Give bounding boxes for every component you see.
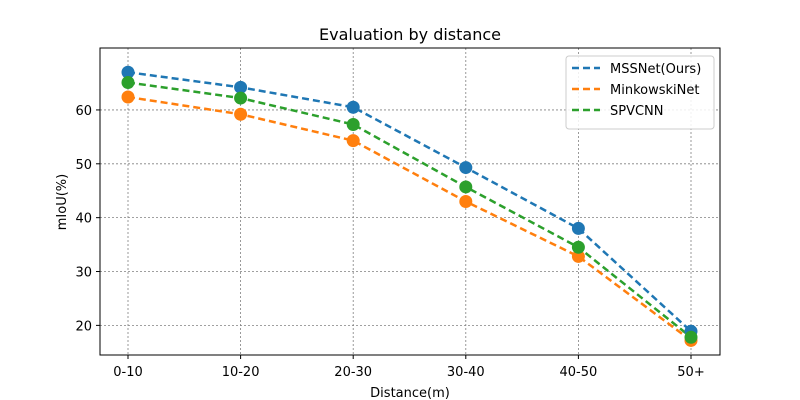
x-tick-label: 20-30	[334, 365, 372, 380]
data-point-MSSNet(Ours)	[459, 161, 473, 175]
series-line-SPVCNN	[127, 81, 692, 339]
chart-title: Evaluation by distance	[319, 25, 501, 44]
data-point-SPVCNN	[571, 240, 585, 254]
data-point-MSSNet(Ours)	[121, 65, 135, 79]
legend-label: MSSNet(Ours)	[610, 62, 701, 77]
legend: MSSNet(Ours) MinkowskiNet SPVCNN	[565, 55, 715, 130]
data-point-SPVCNN	[684, 330, 698, 344]
y-tick-label: 30	[75, 266, 92, 281]
data-point-SPVCNN	[234, 91, 248, 105]
y-tick-label: 40	[75, 212, 92, 227]
data-point-MSSNet(Ours)	[571, 221, 585, 235]
legend-box	[565, 55, 715, 130]
y-axis-ticks: 20 30 40 50 60	[75, 104, 100, 334]
data-point-MinkowskiNet	[121, 90, 135, 104]
series-line-MinkowskiNet	[127, 95, 692, 342]
data-point-SPVCNN	[346, 117, 360, 131]
x-tick-label: 30-40	[447, 365, 485, 380]
x-axis-ticks: 0-10 10-20 20-30 30-40 40-50 50+	[113, 355, 705, 380]
x-axis-label: Distance(m)	[370, 386, 450, 400]
data-point-MinkowskiNet	[346, 134, 360, 148]
y-axis-label: mIoU(%)	[55, 174, 70, 230]
x-tick-label: 40-50	[560, 365, 598, 380]
series-layer	[121, 65, 698, 347]
data-point-MinkowskiNet	[459, 195, 473, 208]
legend-label: SPVCNN	[610, 104, 664, 119]
plot-frame	[99, 47, 721, 356]
data-point-MSSNet(Ours)	[234, 80, 248, 94]
series-line-MSSNet(Ours)	[127, 70, 692, 333]
y-tick-label: 50	[75, 158, 92, 173]
x-tick-label: 10-20	[222, 365, 260, 380]
data-point-MinkowskiNet	[234, 107, 248, 121]
y-tick-label: 20	[75, 319, 92, 334]
y-tick-label: 60	[75, 104, 92, 119]
data-point-MinkowskiNet	[571, 249, 585, 263]
data-point-SPVCNN	[121, 75, 135, 89]
x-tick-label: 50+	[677, 365, 704, 380]
data-point-SPVCNN	[459, 180, 473, 194]
data-point-MSSNet(Ours)	[346, 100, 360, 114]
x-tick-label: 0-10	[113, 365, 143, 380]
legend-label: MinkowskiNet	[610, 83, 699, 98]
